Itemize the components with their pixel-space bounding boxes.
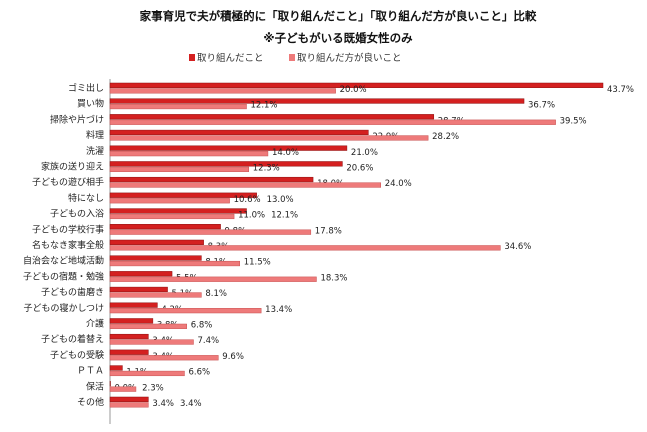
bar-series-1 bbox=[109, 381, 111, 387]
bar-series-1 bbox=[109, 224, 221, 230]
category-label: 洗濯 bbox=[86, 145, 104, 157]
bar-series-2 bbox=[109, 229, 312, 235]
bar-series-1 bbox=[109, 161, 343, 167]
category-label: 子どもの入浴 bbox=[50, 209, 104, 220]
category-label: 名もなき家事全般 bbox=[32, 239, 104, 251]
legend-swatch-series-1 bbox=[189, 54, 195, 61]
data-label-series-1: 36.7% bbox=[528, 101, 555, 111]
bar-series-2 bbox=[109, 213, 235, 220]
category-label: 家族の送り迎え bbox=[41, 161, 104, 173]
bar-series-2 bbox=[109, 182, 382, 188]
bar-series-1 bbox=[109, 271, 173, 277]
bar-series-2 bbox=[109, 276, 317, 282]
data-label-series-1: 3.4% bbox=[152, 399, 174, 409]
chart-subtitle: ※子どもがいる既婚女性のみ bbox=[263, 31, 413, 45]
bar-series-2 bbox=[109, 292, 202, 298]
data-label-series-2: 7.4% bbox=[197, 336, 219, 346]
bar-series-1 bbox=[109, 192, 257, 198]
category-label: 買い物 bbox=[77, 98, 104, 110]
bar-series-1 bbox=[109, 82, 604, 88]
legend-swatch-series-2 bbox=[289, 54, 295, 61]
data-label-series-2: 12.1% bbox=[251, 101, 278, 111]
data-label-series-2: 39.5% bbox=[560, 116, 587, 126]
bar-series-2 bbox=[109, 308, 262, 314]
bar-series-1 bbox=[109, 208, 247, 214]
data-label-series-2: 3.4% bbox=[180, 399, 202, 409]
category-label: 子どもの歯磨き bbox=[41, 286, 104, 298]
data-label-series-1: 13.0% bbox=[267, 195, 294, 205]
bar-series-2 bbox=[109, 88, 336, 94]
category-label: 子どもの遊び相手 bbox=[32, 176, 104, 188]
bar-series-2 bbox=[109, 103, 247, 110]
data-label-series-2: 6.8% bbox=[191, 321, 213, 331]
bar-series-1 bbox=[109, 145, 348, 151]
category-label: 特になし bbox=[68, 192, 104, 204]
legend-label-series-2: 取り組んだ方が良いこと bbox=[297, 52, 402, 64]
bar-series-1 bbox=[109, 286, 168, 293]
bar-series-2 bbox=[109, 339, 194, 345]
category-label: 子どもの宿題・勉強 bbox=[23, 270, 104, 282]
data-label-series-2: 20.0% bbox=[340, 85, 367, 95]
bar-series-1 bbox=[109, 239, 204, 245]
data-label-series-2: 24.0% bbox=[385, 179, 412, 189]
data-label-series-2: 13.4% bbox=[265, 305, 292, 315]
bar-series-2 bbox=[109, 135, 429, 141]
bar-series-1 bbox=[109, 349, 149, 355]
bar-series-1 bbox=[109, 318, 154, 324]
data-label-series-2: 17.8% bbox=[315, 226, 342, 236]
data-label-series-2: 12.3% bbox=[253, 164, 280, 174]
bar-series-1 bbox=[109, 114, 435, 120]
bar-series-2 bbox=[109, 151, 269, 157]
data-label-series-2: 10.6% bbox=[234, 195, 261, 205]
bar-series-2 bbox=[109, 245, 501, 251]
data-label-series-1: 43.7% bbox=[607, 85, 634, 95]
bar-series-2 bbox=[109, 166, 250, 172]
category-label: ＰＴＡ bbox=[77, 367, 104, 377]
data-label-series-1: 20.6% bbox=[346, 164, 373, 174]
legend-label-series-1: 取り組んだこと bbox=[197, 52, 264, 64]
bar-series-2 bbox=[109, 370, 185, 377]
data-label-series-1: 21.0% bbox=[351, 148, 378, 158]
category-label: 掃除や片づけ bbox=[50, 113, 104, 125]
data-label-series-2: 6.6% bbox=[188, 368, 210, 378]
data-label-series-2: 11.5% bbox=[244, 258, 271, 268]
data-label-series-2: 34.6% bbox=[504, 242, 531, 252]
bar-series-2 bbox=[109, 260, 240, 267]
chart-title: 家事育児で夫が積極的に「取り組んだこと」「取り組んだ方が良いこと」比較 bbox=[140, 9, 537, 23]
bar-series-1 bbox=[109, 396, 149, 402]
data-label-series-1: 12.1% bbox=[271, 211, 298, 221]
bar-series-1 bbox=[109, 333, 149, 340]
category-label: 介護 bbox=[86, 318, 104, 330]
data-label-series-2: 14.0% bbox=[272, 148, 299, 158]
category-label: 子どもの寝かしつけ bbox=[24, 302, 104, 314]
bar-series-2 bbox=[109, 355, 219, 361]
category-label: 自治会など地域活動 bbox=[23, 255, 104, 267]
category-label: ゴミ出し bbox=[68, 82, 104, 94]
category-label: 保活 bbox=[86, 380, 104, 392]
bar-series-1 bbox=[109, 302, 158, 308]
bar-series-2 bbox=[109, 119, 556, 125]
category-label: その他 bbox=[77, 396, 104, 408]
category-label: 料理 bbox=[86, 129, 104, 141]
bar-series-2 bbox=[109, 402, 149, 408]
data-label-series-2: 28.2% bbox=[432, 132, 459, 142]
category-label: 子どもの着替え bbox=[41, 333, 104, 345]
bar-series-2 bbox=[109, 323, 187, 329]
data-label-series-2: 8.1% bbox=[205, 289, 227, 299]
bar-series-2 bbox=[109, 386, 137, 392]
data-label-series-2: 2.3% bbox=[142, 383, 164, 393]
bar-series-1 bbox=[109, 98, 525, 104]
category-label: 子どもの学校行事 bbox=[32, 223, 104, 235]
data-label-series-2: 18.3% bbox=[320, 273, 347, 283]
data-label-series-2: 9.6% bbox=[222, 352, 244, 362]
bar-series-1 bbox=[109, 255, 202, 261]
category-label: 子どもの受験 bbox=[50, 349, 104, 361]
bar-series-1 bbox=[109, 365, 123, 371]
data-label-series-2: 11.0% bbox=[238, 211, 265, 221]
bar-series-1 bbox=[109, 176, 314, 183]
bar-series-1 bbox=[109, 129, 369, 136]
legend: 取り組んだこと 取り組んだ方が良いこと bbox=[189, 52, 402, 64]
bar-series-2 bbox=[109, 198, 230, 204]
